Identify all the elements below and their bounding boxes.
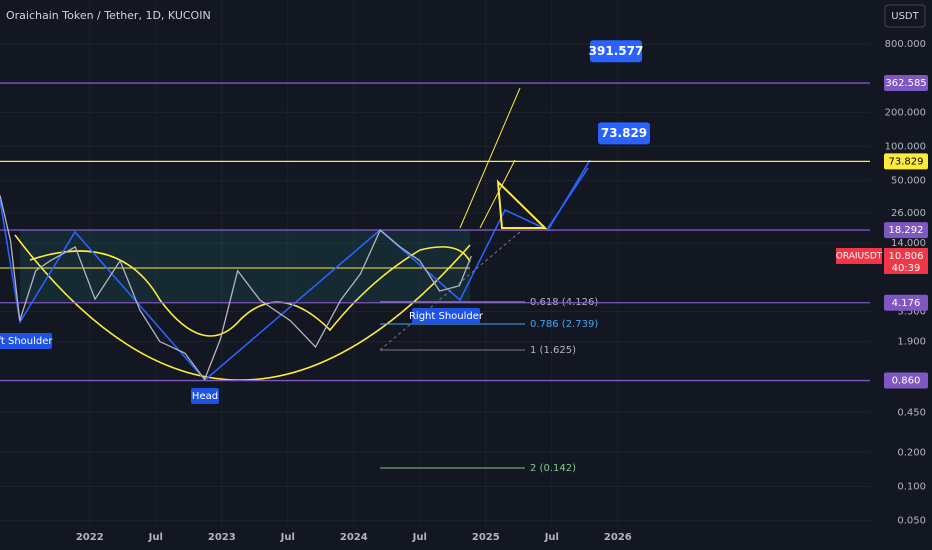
fib-label: 2 (0.142) bbox=[530, 463, 576, 474]
x-tick-label: Jul bbox=[280, 532, 295, 543]
y-tick-label: 50.000 bbox=[891, 176, 926, 187]
x-tick-label: 2026 bbox=[604, 532, 632, 543]
y-tick-label: 0.200 bbox=[897, 447, 926, 458]
currency: USDT bbox=[891, 11, 919, 22]
level-label: 18.292 bbox=[889, 225, 924, 236]
y-tick-label: 0.450 bbox=[897, 407, 926, 418]
pattern-box bbox=[412, 308, 480, 324]
zigzag bbox=[0, 159, 591, 382]
fib-label: 0.786 (2.739) bbox=[530, 319, 598, 330]
price-box bbox=[884, 247, 928, 274]
fib-diagonal bbox=[379, 231, 521, 351]
x-tick-label: Jul bbox=[148, 532, 163, 543]
pattern-label: Right Shoulder bbox=[409, 311, 484, 322]
level-label: 4.176 bbox=[892, 298, 921, 309]
y-tick-label: 14.000 bbox=[891, 238, 926, 249]
pattern-label: Left Shoulder bbox=[0, 336, 53, 347]
price-line bbox=[0, 195, 472, 381]
y-tick-label: 100.000 bbox=[885, 141, 926, 152]
target-box bbox=[590, 40, 642, 63]
target-label: 73.829 bbox=[601, 126, 647, 140]
y-tick-label: 800.000 bbox=[885, 39, 926, 50]
triangle bbox=[496, 179, 548, 229]
level-box bbox=[884, 153, 928, 170]
countdown: 40:39 bbox=[892, 263, 921, 274]
fib-label: 1 (1.625) bbox=[530, 345, 576, 356]
x-tick-label: 2024 bbox=[340, 532, 368, 543]
level-label: 0.860 bbox=[892, 376, 921, 387]
y-tick-label: 3.500 bbox=[897, 306, 926, 317]
neckline-zone bbox=[20, 230, 470, 302]
target-arrow bbox=[547, 167, 589, 229]
x-tick-label: Jul bbox=[544, 532, 559, 543]
symbol-label: ORAIUSDT bbox=[836, 251, 883, 261]
x-tick-label: 2023 bbox=[208, 532, 236, 543]
y-tick-label: 26.000 bbox=[891, 208, 926, 219]
x-tick-label: 2025 bbox=[472, 532, 500, 543]
x-tick-label: 2022 bbox=[76, 532, 104, 543]
target-label: 391.577 bbox=[589, 44, 644, 58]
channel bbox=[459, 87, 521, 229]
y-tick-label: 200.000 bbox=[885, 107, 926, 118]
level-box bbox=[884, 222, 928, 239]
y-tick-label: 0.050 bbox=[897, 516, 926, 527]
level-box bbox=[884, 372, 928, 389]
target-box bbox=[598, 122, 650, 145]
grid bbox=[0, 0, 870, 528]
pattern-label: Head bbox=[192, 391, 218, 402]
level-box bbox=[884, 75, 928, 92]
level-label: 362.585 bbox=[885, 78, 926, 89]
symbol-box bbox=[836, 247, 882, 264]
y-tick-label: 1.900 bbox=[897, 337, 926, 348]
price-axis bbox=[870, 0, 932, 550]
currency-box bbox=[884, 4, 926, 28]
pattern-box bbox=[0, 333, 52, 349]
level-label: 73.829 bbox=[889, 156, 924, 167]
pattern-box bbox=[191, 388, 219, 404]
x-tick-label: Jul bbox=[412, 532, 427, 543]
level-box bbox=[884, 294, 928, 311]
y-tick-label: 0.100 bbox=[897, 481, 926, 492]
chart-title: Oraichain Token / Tether, 1D, KUCOIN bbox=[6, 9, 211, 22]
price-label: 10.806 bbox=[889, 251, 924, 262]
